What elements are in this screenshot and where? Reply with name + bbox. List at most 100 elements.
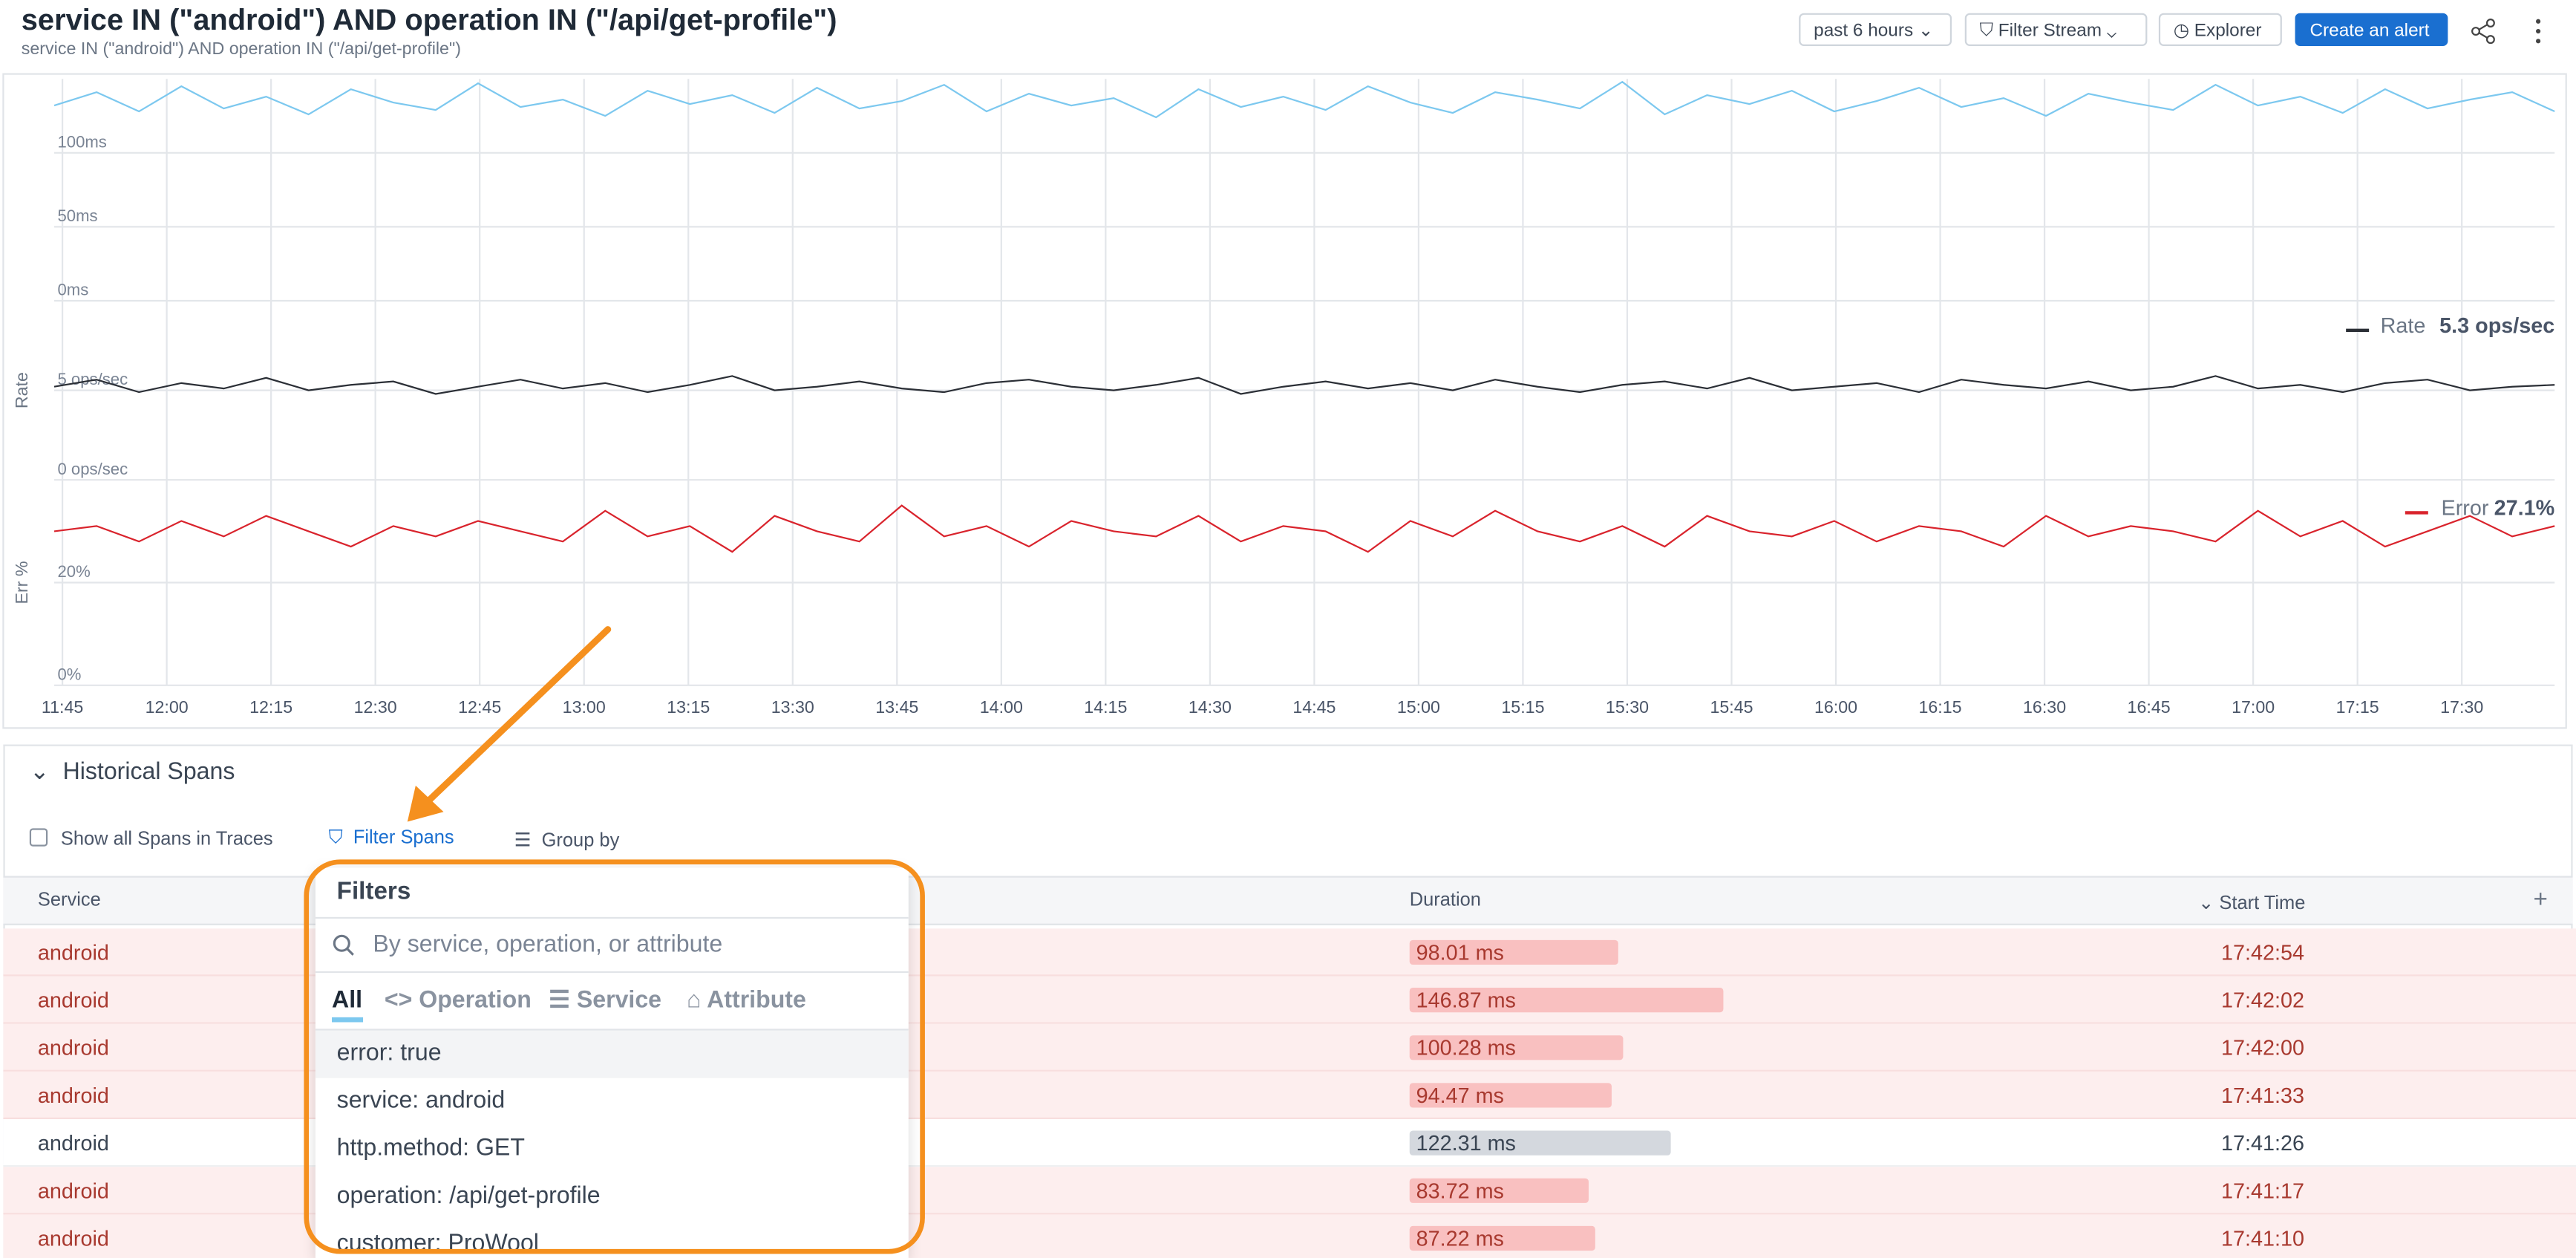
- search-field[interactable]: By service, operation, or attribute: [315, 916, 909, 974]
- more-icon[interactable]: [2530, 16, 2546, 46]
- x-tick-label: 12:45: [458, 697, 501, 717]
- column-header[interactable]: Service: [37, 890, 101, 911]
- x-tick-label: 14:45: [1292, 697, 1336, 717]
- show-all-toggle[interactable]: Show all Spans in Traces: [29, 828, 273, 850]
- filter-option[interactable]: service: android: [336, 1088, 506, 1115]
- legend-label: Error: [2442, 497, 2489, 521]
- button-label: Filter Stream: [1998, 21, 2102, 42]
- x-tick-label: 16:45: [2128, 697, 2171, 717]
- tab-underline: [332, 1017, 363, 1023]
- duration-cell: 83.72 ms: [1416, 1178, 1504, 1203]
- column-header[interactable]: ⌄ Start Time: [2197, 893, 2306, 914]
- duration-bar: [1409, 1225, 1596, 1251]
- filter-option[interactable]: operation: /api/get-profile: [336, 1183, 601, 1210]
- y-axis-label: Rate: [12, 372, 31, 408]
- duration-cell: 122.31 ms: [1416, 1130, 1516, 1156]
- x-tick-label: 12:30: [354, 697, 397, 717]
- filter-stream-button[interactable]: ⛉ Filter Stream ⌄: [1964, 13, 2148, 46]
- filter-option[interactable]: error: true: [315, 1030, 909, 1078]
- arrow-head: [407, 785, 444, 822]
- button-label: Explorer: [2194, 21, 2262, 42]
- filter-option[interactable]: http.method: GET: [336, 1135, 525, 1162]
- start-time-cell: 17:41:26: [2220, 1130, 2304, 1156]
- x-tick-label: 17:30: [2440, 697, 2483, 717]
- button-label: Filter Spans: [353, 828, 454, 848]
- y-tick-label: 20%: [57, 562, 90, 581]
- column-title: Start Time: [2219, 893, 2306, 914]
- tab[interactable]: ☰ Service: [549, 988, 662, 1014]
- time-range-button[interactable]: past 6 hours ⌄: [1799, 13, 1952, 46]
- tab-label: Service: [576, 988, 662, 1014]
- x-tick-label: 16:30: [2023, 697, 2066, 717]
- x-tick-label: 13:00: [563, 697, 606, 717]
- explorer-button[interactable]: ◷ Explorer: [2158, 13, 2282, 46]
- y-tick-label: 50ms: [57, 206, 97, 225]
- x-tick-label: 14:30: [1189, 697, 1232, 717]
- tab-label: Attribute: [707, 988, 806, 1014]
- tab-active[interactable]: All: [332, 988, 363, 1023]
- checkbox[interactable]: [29, 828, 48, 847]
- x-tick-label: 17:15: [2336, 697, 2379, 717]
- x-tick-label: 15:00: [1397, 697, 1440, 717]
- x-tick-label: 17:00: [2232, 697, 2275, 717]
- share-icon[interactable]: [2469, 16, 2499, 46]
- section-title: Historical Spans: [62, 759, 235, 786]
- tab[interactable]: <> Operation: [384, 988, 532, 1014]
- tab-label: All: [332, 988, 363, 1014]
- x-tick-label: 13:30: [771, 697, 814, 717]
- service-cell: android: [37, 1178, 109, 1203]
- y-tick-label: 0%: [57, 665, 81, 683]
- duration-bar: [1409, 988, 1724, 1013]
- x-tick-label: 15:15: [1501, 697, 1544, 717]
- popup-title: Filters: [336, 877, 411, 906]
- x-tick-label: 12:15: [249, 697, 292, 717]
- y-tick-label: 0ms: [57, 281, 88, 299]
- start-time-cell: 17:41:17: [2220, 1178, 2304, 1203]
- duration-cell: 98.01 ms: [1416, 939, 1504, 965]
- start-time-cell: 17:42:54: [2220, 939, 2304, 965]
- create-alert-button[interactable]: Create an alert: [2295, 13, 2448, 46]
- tab[interactable]: ⌂ Attribute: [687, 988, 806, 1014]
- legend-label: Rate: [2381, 314, 2426, 338]
- y-axis-label: Err %: [12, 561, 31, 604]
- duration-cell: 94.47 ms: [1416, 1083, 1504, 1108]
- duration-cell: 100.28 ms: [1416, 1035, 1516, 1060]
- page-subtitle: service IN ("android") AND operation IN …: [21, 39, 461, 59]
- column-header[interactable]: Duration: [1409, 890, 1481, 911]
- duration-bar: [1409, 1178, 1589, 1203]
- start-time-cell: 17:42:02: [2220, 988, 2304, 1013]
- tab-label: Operation: [419, 988, 532, 1014]
- divider: [315, 1029, 909, 1031]
- series-line: [53, 375, 2555, 395]
- section-header[interactable]: ⌄ Historical Spans: [29, 759, 235, 786]
- group-by-button[interactable]: ☰ Group by: [514, 831, 620, 852]
- toggle-label: Show all Spans in Traces: [60, 830, 273, 850]
- service-cell: android: [37, 988, 109, 1013]
- annotation-arrow: [420, 626, 612, 809]
- duration-cell: 87.22 ms: [1416, 1225, 1504, 1251]
- duration-bar: [1409, 939, 1619, 965]
- chart-panel: [2, 73, 2567, 729]
- x-tick-label: 16:00: [1814, 697, 1857, 717]
- duration-bar: [1409, 1035, 1624, 1060]
- y-tick-label: 0 ops/sec: [57, 460, 128, 478]
- search-icon: [333, 934, 354, 956]
- x-tick-label: 15:45: [1710, 697, 1753, 717]
- x-tick-label: 14:15: [1084, 697, 1127, 717]
- x-tick-label: 16:15: [1918, 697, 1961, 717]
- service-cell: android: [37, 1083, 109, 1108]
- page-title: service IN ("android") AND operation IN …: [21, 3, 837, 36]
- legend-value: 27.1%: [2494, 497, 2555, 521]
- duration-bar: [1409, 1130, 1671, 1156]
- filter-spans-button[interactable]: ⛉ Filter Spans: [328, 828, 454, 848]
- add-column[interactable]: +: [2533, 885, 2548, 914]
- service-cell: android: [37, 1035, 109, 1060]
- series-line: [53, 504, 2555, 553]
- service-cell: android: [37, 1130, 109, 1156]
- start-time-cell: 17:42:00: [2220, 1035, 2304, 1060]
- x-tick-label: 13:15: [667, 697, 710, 717]
- x-tick-label: 11:45: [42, 697, 83, 717]
